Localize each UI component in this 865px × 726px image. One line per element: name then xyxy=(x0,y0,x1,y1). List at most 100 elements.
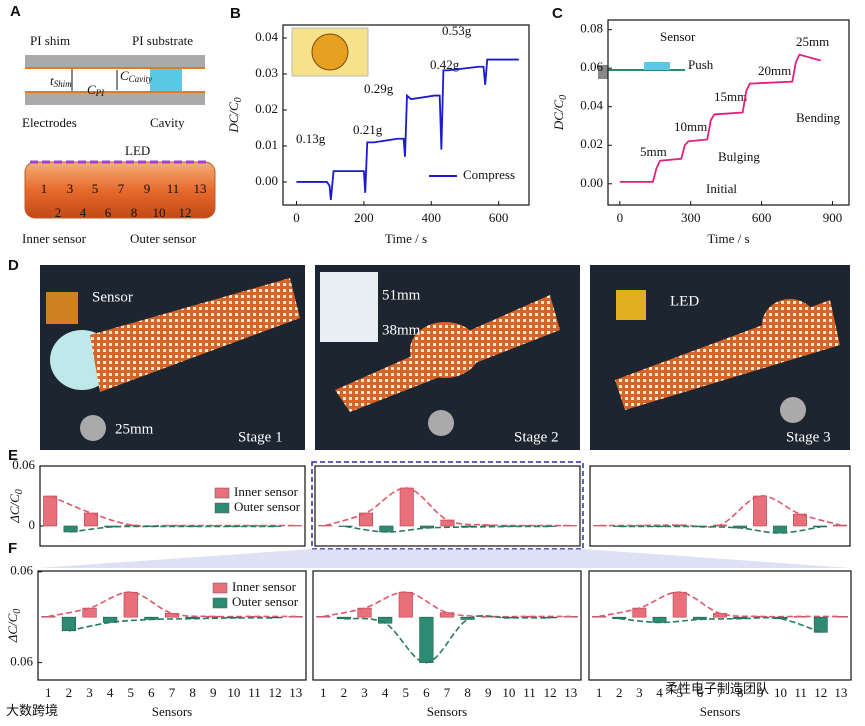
trend-line xyxy=(619,616,822,634)
bar xyxy=(419,616,434,663)
y-tick-label: 0.00 xyxy=(580,175,603,190)
trend-line xyxy=(343,614,551,664)
y-axis-label: ΔC/C xyxy=(7,494,22,524)
label: Shim xyxy=(54,79,73,89)
x-tick-label: 5 xyxy=(403,685,410,700)
x-axis-label: Time / s xyxy=(385,231,427,246)
label: C xyxy=(120,68,129,83)
x-tick-label: 600 xyxy=(489,210,509,225)
x-tick-label: 1 xyxy=(596,685,603,700)
y-axis-label: DC/C xyxy=(551,100,566,132)
panel-letter: A xyxy=(10,3,21,20)
clamp xyxy=(598,65,608,79)
layer xyxy=(25,55,205,67)
plot-frame xyxy=(589,465,851,547)
bar xyxy=(753,495,767,527)
x-tick-label: 9 xyxy=(757,685,764,700)
legend-swatch xyxy=(214,487,230,499)
x-tick-label: 13 xyxy=(834,685,847,700)
x-tick-label: 7 xyxy=(444,685,451,700)
trend-line xyxy=(70,525,275,533)
x-tick-label: 11 xyxy=(523,685,536,700)
label: CPI xyxy=(87,82,105,98)
label: PI substrate xyxy=(132,33,193,48)
annotation: 0.29g xyxy=(364,81,394,96)
x-tick-label: 7 xyxy=(717,685,724,700)
y-axis-label: DC/C0 xyxy=(226,97,244,133)
y-tick-label: 0.04 xyxy=(255,29,278,44)
label: Inner sensor xyxy=(22,231,87,246)
legend-label: Inner sensor xyxy=(232,579,297,594)
y-tick-label: 0.03 xyxy=(255,65,278,80)
y-tick-label: 0.04 xyxy=(580,98,603,113)
legend-label: Outer sensor xyxy=(232,594,299,609)
trend-line xyxy=(68,617,276,632)
panel-a: PI shim PI substrate tShim CCavity CPI E… xyxy=(22,33,216,246)
x-tick-label: 7 xyxy=(169,685,176,700)
inset-photo xyxy=(311,33,349,71)
sensor-numbers: 1 3 5 7 9 11 13 2 4 6 8 10 12 xyxy=(41,181,207,220)
plot-frame xyxy=(588,570,852,681)
annotation: 0.53g xyxy=(442,23,472,38)
coin xyxy=(80,415,106,441)
zoom-band xyxy=(38,549,851,568)
bar xyxy=(833,524,847,527)
label: PI shim xyxy=(30,33,70,48)
trend-line xyxy=(48,591,296,618)
label: 9 xyxy=(144,181,151,196)
label: C xyxy=(87,82,96,97)
x-axis-label: Sensors xyxy=(152,704,192,719)
legend-label: Inner sensor xyxy=(234,484,299,499)
bar xyxy=(399,487,414,527)
trend-line xyxy=(49,495,295,527)
x-tick-label: 11 xyxy=(248,685,261,700)
plot-frame xyxy=(312,570,582,681)
legend-swatch xyxy=(212,582,228,594)
y-axis-label: ΔC/C0 xyxy=(5,609,23,644)
bar xyxy=(692,616,707,620)
bar xyxy=(83,512,98,527)
plot-frame xyxy=(314,465,581,547)
y-axis-label: ΔC/C xyxy=(5,613,20,643)
x-tick-label: 10 xyxy=(774,685,787,700)
bar xyxy=(82,607,97,618)
coin xyxy=(428,410,454,436)
x-tick-label: 5 xyxy=(128,685,135,700)
bar xyxy=(338,525,353,527)
label: 8 xyxy=(131,205,138,220)
trend-line xyxy=(599,495,841,528)
x-tick-label: 3 xyxy=(636,685,643,700)
label: Electrodes xyxy=(22,115,77,130)
y-axis-label: 0 xyxy=(14,489,25,494)
y-tick-label: 0.06 xyxy=(12,457,35,472)
x-tick-label: 4 xyxy=(656,685,663,700)
y-tick-label: 0.08 xyxy=(580,21,603,36)
legend-swatch xyxy=(214,502,230,514)
bar xyxy=(773,525,787,534)
bar xyxy=(41,616,56,618)
x-tick-label: 10 xyxy=(502,685,515,700)
y-axis-label: DC/C xyxy=(226,102,241,134)
annotation: 10mm xyxy=(674,119,707,134)
x-tick-label: 0 xyxy=(617,210,624,225)
x-axis-label: Sensors xyxy=(700,704,740,719)
zoom-frame xyxy=(311,461,584,550)
annotation: Sensor xyxy=(660,29,696,44)
y-axis-label: 0 xyxy=(233,97,244,102)
x-tick-label: 5 xyxy=(676,685,683,700)
annotation: Bending xyxy=(796,110,841,125)
legend-swatch xyxy=(212,597,228,609)
label: 2 xyxy=(55,205,62,220)
y-axis-label: ΔC/C0 xyxy=(7,489,25,524)
bar xyxy=(440,519,455,527)
x-tick-label: 3 xyxy=(361,685,368,700)
label: 10 xyxy=(153,205,166,220)
bar xyxy=(398,591,413,618)
bar xyxy=(813,616,828,633)
x-tick-label: 8 xyxy=(464,685,471,700)
label: 6 xyxy=(105,205,112,220)
annotation: 5mm xyxy=(640,144,667,159)
label: Outer sensor xyxy=(130,231,197,246)
x-tick-label: 6 xyxy=(697,685,704,700)
